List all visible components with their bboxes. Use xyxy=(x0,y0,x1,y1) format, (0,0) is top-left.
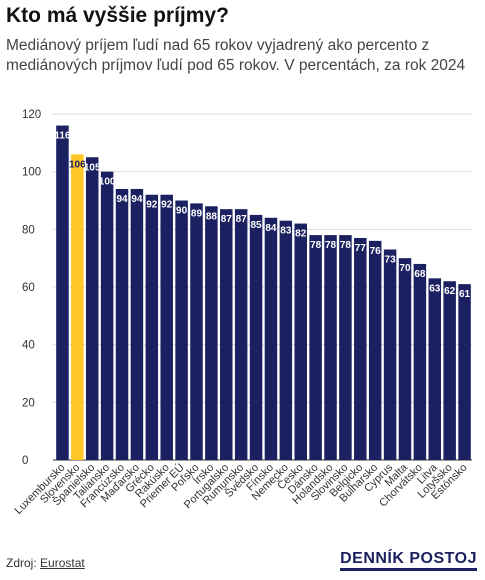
bar xyxy=(413,263,427,460)
y-tick-label: 120 xyxy=(22,109,41,121)
bar xyxy=(279,220,293,460)
data-label: 116 xyxy=(54,131,71,142)
y-tick-label: 0 xyxy=(22,455,28,467)
bar xyxy=(294,223,307,460)
bar xyxy=(249,214,263,460)
data-label: 90 xyxy=(176,206,188,217)
data-label: 77 xyxy=(355,243,367,254)
brand-logo: DENNÍK POSTOJ xyxy=(340,550,477,571)
data-label: 63 xyxy=(429,283,441,294)
bar xyxy=(205,206,218,460)
data-label: 88 xyxy=(206,211,218,222)
data-label: 76 xyxy=(370,246,382,257)
bar xyxy=(190,203,203,460)
bar xyxy=(324,235,337,460)
bar xyxy=(220,209,233,460)
bar xyxy=(383,249,397,460)
data-label: 82 xyxy=(295,229,307,240)
data-label: 62 xyxy=(444,286,456,297)
y-tick-label: 20 xyxy=(22,397,35,409)
data-label: 78 xyxy=(310,240,322,251)
data-label: 94 xyxy=(116,194,128,205)
data-label: 87 xyxy=(221,214,233,225)
bar xyxy=(354,237,367,460)
data-label: 92 xyxy=(146,200,158,211)
data-label: 100 xyxy=(99,177,116,188)
source-label: Zdroj: xyxy=(6,556,37,570)
data-label: 87 xyxy=(236,214,248,225)
data-label: 85 xyxy=(250,220,262,231)
bar xyxy=(85,157,99,460)
bar xyxy=(160,194,173,460)
bar xyxy=(130,188,144,460)
data-label: 84 xyxy=(265,223,277,234)
bar xyxy=(115,188,129,460)
bar xyxy=(458,284,471,460)
data-label: 78 xyxy=(325,240,337,251)
bar xyxy=(428,278,442,460)
chart-title: Kto má vyššie príjmy? xyxy=(6,4,229,27)
bar xyxy=(56,125,69,461)
data-label: 94 xyxy=(131,194,143,205)
bar xyxy=(339,235,352,460)
data-label: 89 xyxy=(191,208,203,219)
data-label: 92 xyxy=(161,200,173,211)
bar xyxy=(309,235,322,460)
y-tick-label: 60 xyxy=(22,282,35,294)
source-link[interactable]: Eurostat xyxy=(40,556,85,570)
data-label: 68 xyxy=(414,269,426,280)
bar xyxy=(234,209,248,460)
bar xyxy=(175,200,188,460)
bar xyxy=(145,194,159,460)
bar xyxy=(443,281,456,460)
source: Zdroj: Eurostat xyxy=(6,556,85,570)
data-label: 73 xyxy=(385,255,397,266)
y-tick-label: 40 xyxy=(22,340,35,352)
bar xyxy=(264,217,278,460)
data-label: 61 xyxy=(459,289,471,300)
data-label: 105 xyxy=(84,162,101,173)
bar xyxy=(368,240,382,460)
bar xyxy=(398,258,412,460)
y-tick-label: 100 xyxy=(22,167,41,179)
bar xyxy=(71,154,84,460)
data-label: 78 xyxy=(340,240,352,251)
data-label: 83 xyxy=(280,226,292,237)
y-tick-label: 80 xyxy=(22,224,35,236)
chart-subtitle: Mediánový príjem ľudí nad 65 rokov vyjad… xyxy=(6,37,466,74)
bar xyxy=(100,171,114,460)
data-label: 106 xyxy=(69,159,86,170)
data-label: 70 xyxy=(399,263,411,274)
